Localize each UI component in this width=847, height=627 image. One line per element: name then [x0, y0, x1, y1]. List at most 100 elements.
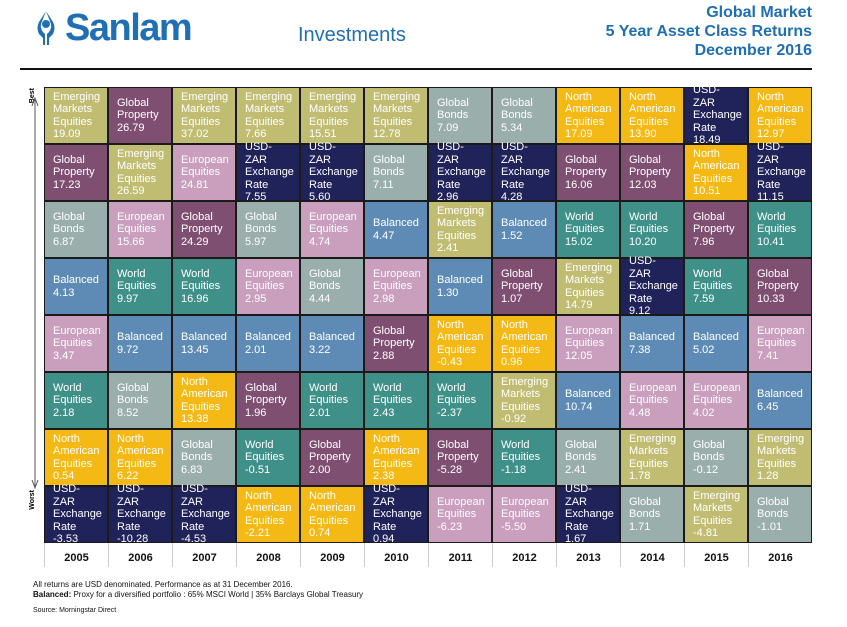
return-value: -4.53: [181, 533, 207, 546]
return-cell: Balanced 5.02: [684, 315, 748, 372]
return-cell: USD-ZAR Exchange Rate 18.49: [684, 84, 748, 147]
year-label: 2011: [428, 543, 492, 567]
return-cell: USD-ZAR Exchange Rate 9.12: [620, 255, 684, 317]
return-value: 26.59: [117, 185, 145, 197]
asset-name: USD-ZAR Exchange Rate: [501, 141, 550, 191]
return-cell: World Equities -1.18: [492, 429, 556, 486]
asset-name: World Equities: [437, 381, 477, 407]
year-label: 2014: [620, 543, 684, 567]
return-value: 6.87: [53, 235, 75, 248]
return-value: 17.09: [565, 128, 593, 140]
return-cell: USD-ZAR Exchange Rate 1.67: [556, 483, 620, 546]
return-cell: Balanced 4.13: [44, 258, 108, 315]
asset-name: Global Property: [181, 210, 223, 236]
return-cell: World Equities 10.20: [620, 201, 684, 258]
asset-name: World Equities: [117, 267, 157, 293]
asset-name: Emerging Markets Equities: [181, 90, 229, 128]
asset-name: Global Bonds: [565, 438, 597, 464]
return-value: 5.60: [309, 191, 331, 204]
return-cell: Emerging Markets Equities -4.81: [684, 486, 748, 543]
asset-name: Global Bonds: [117, 381, 149, 407]
return-value: -6.23: [437, 520, 463, 533]
return-cell: Balanced 3.22: [300, 315, 364, 372]
asset-name: World Equities: [501, 438, 541, 464]
return-cell: World Equities 16.96: [172, 258, 236, 315]
asset-name: North American Equities: [181, 375, 228, 413]
return-cell: Emerging Markets Equities 1.78: [620, 429, 684, 486]
return-value: -2.37: [437, 406, 463, 419]
return-value: 1.96: [245, 406, 267, 419]
return-cell: USD-ZAR Exchange Rate -4.53: [172, 483, 236, 546]
return-value: 10.33: [757, 292, 785, 305]
asset-name: World Equities: [309, 381, 349, 407]
return-cell: Balanced 7.38: [620, 315, 684, 372]
return-cell: Emerging Markets Equities 15.51: [300, 87, 364, 144]
asset-name: World Equities: [373, 381, 413, 407]
asset-name: USD-ZAR Exchange Rate: [373, 483, 422, 533]
return-cell: Global Property 1.07: [492, 258, 556, 315]
return-value: 1.52: [501, 229, 523, 242]
worst-label: Worst: [29, 490, 36, 510]
asset-name: Emerging Markets Equities: [437, 204, 485, 242]
asset-name: USD-ZAR Exchange Rate: [117, 483, 166, 533]
note-balanced-label: Balanced:: [33, 590, 72, 599]
return-cell: European Equities 4.74: [300, 201, 364, 258]
return-value: 10.20: [629, 235, 657, 248]
return-value: 4.28: [501, 191, 523, 204]
return-value: 4.44: [309, 292, 331, 305]
return-value: 2.01: [245, 343, 267, 356]
return-cell: Global Bonds 5.97: [236, 201, 300, 258]
return-value: 1.67: [565, 533, 587, 546]
title-line: December 2016: [694, 42, 812, 59]
asset-name: North American Equities: [501, 318, 548, 356]
asset-name: Balanced: [245, 331, 291, 343]
return-cell: Emerging Markets Equities 26.59: [108, 144, 172, 201]
return-value: 16.06: [565, 178, 593, 191]
return-cell: European Equities 4.02: [684, 372, 748, 429]
return-value: 7.55: [245, 191, 267, 204]
asset-name: Global Bonds: [181, 438, 213, 464]
asset-name: Emerging Markets Equities: [501, 375, 549, 413]
asset-name: Emerging Markets Equities: [565, 261, 613, 299]
asset-name: Emerging Markets Equities: [245, 90, 293, 128]
asset-name: USD-ZAR Exchange Rate: [757, 141, 806, 191]
return-cell: Emerging Markets Equities 1.28: [748, 429, 812, 486]
return-value: 19.09: [53, 128, 81, 140]
return-value: 18.49: [693, 134, 721, 147]
return-value: 12.03: [629, 178, 657, 191]
return-cell: North American Equities 10.51: [684, 144, 748, 201]
return-cell: Global Bonds 7.09: [428, 87, 492, 144]
return-cell: Global Bonds 1.71: [620, 486, 684, 543]
return-value: 4.13: [53, 286, 75, 299]
return-cell: USD-ZAR Exchange Rate 7.55: [236, 141, 300, 204]
return-cell: Global Bonds 6.87: [44, 201, 108, 258]
return-cell: Emerging Markets Equities 14.79: [556, 258, 620, 315]
return-cell: World Equities 9.97: [108, 258, 172, 315]
asset-name: Global Property: [565, 153, 607, 179]
return-cell: North American Equities -0.43: [428, 315, 492, 372]
asset-name: Global Bonds: [245, 210, 277, 236]
asset-name: Emerging Markets Equities: [309, 90, 357, 128]
year-label: 2007: [172, 543, 236, 567]
return-cell: Emerging Markets Equities 2.41: [428, 201, 492, 258]
return-value: -3.53: [53, 533, 79, 546]
year-label: 2005: [44, 543, 108, 567]
return-value: -0.51: [245, 463, 271, 476]
return-value: 5.97: [245, 235, 267, 248]
return-value: 15.02: [565, 235, 593, 248]
asset-name: Balanced: [501, 217, 547, 229]
return-value: 0.94: [373, 533, 395, 546]
asset-name: Balanced: [117, 331, 163, 343]
header-divider: [20, 68, 812, 70]
return-cell: World Equities 2.01: [300, 372, 364, 429]
return-cell: North American Equities 17.09: [556, 87, 620, 144]
asset-name: North American Equities: [373, 432, 420, 470]
return-value: 0.74: [309, 527, 331, 539]
year-label: 2013: [556, 543, 620, 567]
asset-name: European Equities: [501, 495, 549, 521]
return-value: 4.02: [693, 406, 715, 419]
asset-name: USD-ZAR Exchange Rate: [245, 141, 294, 191]
return-value: 2.98: [373, 292, 395, 305]
asset-name: Global Property: [757, 267, 799, 293]
return-cell: European Equities 2.95: [236, 258, 300, 315]
